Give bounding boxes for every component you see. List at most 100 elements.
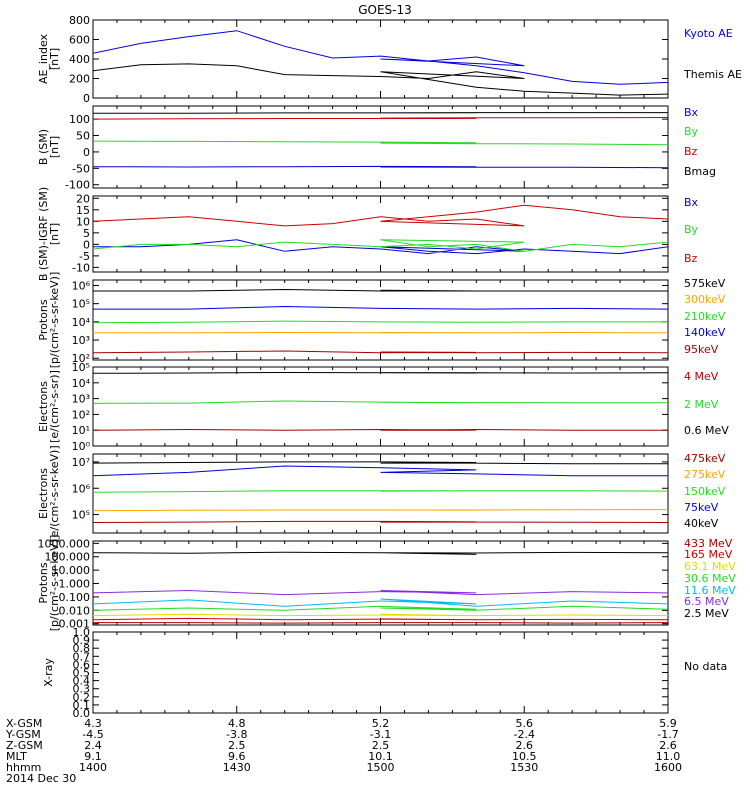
series-line-210keV	[93, 320, 668, 324]
series-line-30.6-MeV	[93, 605, 668, 611]
series-line-433-MeV	[93, 622, 668, 624]
legend-entry: Bz	[684, 252, 698, 265]
y-tick-label: 800	[69, 14, 90, 27]
ephemeris-value: -2.4	[514, 728, 535, 741]
ephemeris-value: 5.6	[516, 717, 534, 730]
y-tick-label: 10⁵	[72, 361, 90, 374]
y-tick-label: 1.0	[73, 626, 91, 639]
y-tick-label: 10⁶	[72, 279, 91, 292]
y-tick-label: 10⁷	[72, 456, 90, 469]
series-line-475keV	[93, 520, 668, 524]
legend-entry: 30.6 MeV	[684, 572, 736, 585]
y-tick-label: 10²	[72, 408, 90, 421]
series-line-63.1-MeV	[93, 613, 668, 617]
series-line-165-MeV	[93, 617, 668, 621]
panel-xray: 0.00.10.20.30.40.50.60.70.80.91.0 X-ray	[42, 626, 669, 720]
y-tick-label: 100	[69, 113, 90, 126]
y-tick-label: 0	[83, 238, 90, 251]
series-line-By	[93, 239, 668, 252]
series-line-Kyoto-AE	[93, 30, 668, 85]
legend-entry: 165 MeV	[684, 548, 733, 561]
series-line-75keV	[93, 465, 668, 479]
legend-entry: 575keV	[684, 277, 726, 290]
ephemeris-value: 2.6	[516, 739, 534, 752]
y-tick-label: -5	[79, 250, 90, 263]
y-tick-label: -10	[72, 261, 90, 274]
series-line-95keV	[93, 350, 668, 354]
legend-entry: By	[684, 125, 699, 138]
ephemeris-value: 1600	[654, 761, 682, 774]
ephemeris-value: -1.7	[657, 728, 678, 741]
y-tick-label: 10	[76, 215, 90, 228]
y-tick-label: 10²	[72, 352, 90, 365]
y-tick-label: 0.4	[73, 675, 91, 688]
ephemeris-value: 4.3	[84, 717, 102, 730]
series-line-Bx	[93, 239, 668, 256]
ephemeris-table: X-GSM 4.3 4.8 5.2 5.6 5.9 Y-GSM -4.5 -3.8 -3.1 -2.…	[5, 717, 682, 785]
ephemeris-value: 1430	[223, 761, 251, 774]
y-tick-label: 0.7	[73, 650, 91, 663]
y-tick-label: 0.3	[73, 683, 91, 696]
series-line-40keV	[93, 461, 668, 465]
legend-entry: 275keV	[684, 468, 726, 481]
series-line-Bx	[93, 165, 668, 169]
y-tick-label: 10⁰	[72, 440, 91, 453]
ephemeris-value: 1530	[510, 761, 538, 774]
series-line-Bz	[93, 116, 668, 120]
panel-frame	[92, 279, 669, 361]
y-tick-label: 5	[83, 227, 90, 240]
series-line-140keV	[93, 305, 668, 310]
ephemeris-value: 1500	[367, 761, 395, 774]
ephemeris-date: 2014 Dec 30	[6, 772, 76, 785]
ephemeris-label: MLT	[6, 750, 27, 763]
legend-entry: 0.6 MeV	[684, 424, 729, 437]
y-tick-label: 10⁶	[72, 482, 91, 495]
series-line-Bmag	[93, 112, 668, 114]
y-axis-label: Protons	[37, 562, 50, 603]
series-line-2-MeV	[93, 400, 668, 404]
y-tick-label: 0.010	[59, 604, 91, 617]
y-tick-label: 10¹	[72, 424, 90, 437]
y-axis-label: AE_index	[37, 33, 50, 84]
y-tick-label: 0.2	[73, 691, 91, 704]
panel-electrons_mag: 10⁰ 10¹ 10² 10³ 10⁴ 10⁵ Electrons[e/(cm²-s-sr)…	[37, 361, 729, 453]
y-tick-label: 0	[83, 146, 90, 159]
y-axis-label: Electrons	[37, 381, 50, 432]
series-line-4-MeV	[93, 428, 668, 431]
panel-ae: 0 200 400 600 800 AE_index[nT] Kyoto AE Themis …	[37, 14, 742, 105]
legend-entry: 2 MeV	[684, 398, 719, 411]
panel-frame	[92, 195, 669, 273]
y-tick-label: 20	[76, 192, 90, 205]
panel-bsm: -100 -50 0 50 100 B (SM)[nT] Bx By Bz Bmag	[37, 105, 716, 192]
ephemeris-value: 4.8	[228, 717, 246, 730]
y-axis-label: [nT]	[48, 136, 61, 158]
y-tick-label: 0	[83, 92, 90, 105]
ephemeris-value: -3.8	[226, 728, 247, 741]
series-line-By	[93, 140, 668, 146]
y-axis-label: B (SM)-IGRF (SM)	[37, 187, 50, 281]
y-axis-label: [e/(cm²-s-sr)]	[48, 370, 61, 443]
series-line-Bz	[93, 204, 668, 227]
legend-entry: 11.6 MeV	[684, 584, 736, 597]
y-axis-label: [e/(cm²-s-sr-keV)]	[48, 445, 61, 541]
ephemeris-value: 11.0	[656, 750, 681, 763]
legend-entry: Bx	[684, 196, 699, 209]
legend-entry: 63.1 MeV	[684, 560, 736, 573]
y-axis-label: X-ray	[42, 658, 55, 687]
y-tick-label: 0.1	[73, 699, 91, 712]
ephemeris-value: 1400	[79, 761, 107, 774]
y-tick-label: 200	[69, 73, 90, 86]
legend-entry: 210keV	[684, 310, 726, 323]
series-line-6.5-MeV	[93, 589, 668, 596]
legend-entry: 2.5 MeV	[684, 607, 729, 620]
ephemeris-value: 5.9	[659, 717, 677, 730]
y-axis-label: [p/(cm²-s-sr-keV)]	[48, 535, 61, 632]
y-tick-label: 0.001	[59, 618, 91, 631]
y-axis-label: [p/(cm²-s-sr-keV)]	[48, 272, 61, 369]
y-tick-label: -100	[65, 179, 90, 192]
y-tick-label: 1000.000	[38, 537, 91, 550]
y-tick-label: 0.0	[73, 707, 91, 720]
legend-entry: Bx	[684, 106, 699, 119]
no-data-label: No data	[684, 660, 727, 673]
